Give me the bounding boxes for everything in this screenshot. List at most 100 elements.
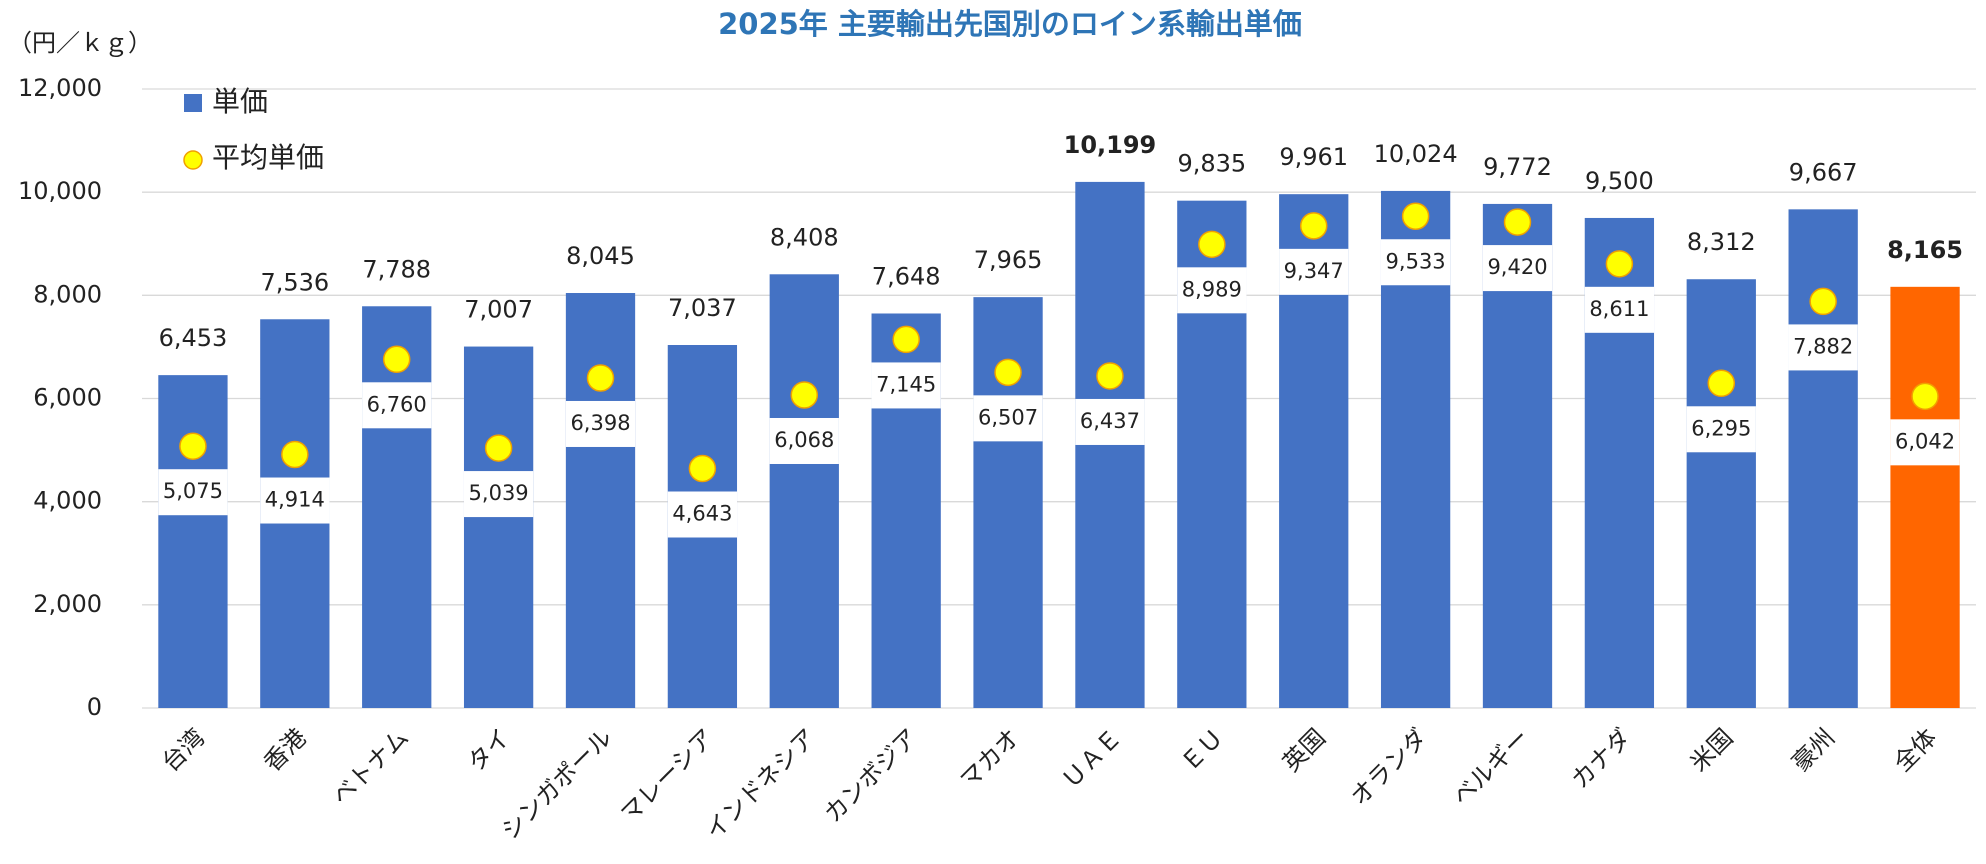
label-box (1177, 267, 1247, 314)
y-tick-label: 4,000 (33, 487, 102, 515)
x-tick-label: カンボジア (819, 723, 924, 828)
x-tick-label: ＵＡＥ (1056, 723, 1127, 794)
value-label: 8,408 (770, 223, 839, 251)
x-tick-label: シンガポール (496, 723, 618, 845)
value-label: 10,199 (1064, 131, 1157, 159)
x-tick-label: オランダ (1345, 723, 1433, 811)
label-box (158, 469, 228, 516)
label-box (565, 400, 636, 447)
label-box (769, 417, 839, 464)
value-label: 8,045 (566, 242, 635, 270)
avg-dot (688, 454, 717, 483)
x-tick-label: ベトナム (327, 723, 414, 810)
label-box (1686, 406, 1756, 453)
bar (1686, 279, 1756, 708)
value-label: 10,024 (1374, 140, 1458, 168)
label-box (667, 491, 738, 538)
x-tick-label: ベルギー (1447, 723, 1535, 811)
label-box (1890, 419, 1960, 466)
x-tick-label: 香港 (258, 723, 312, 777)
x-tick-label: マカオ (955, 723, 1026, 794)
bar (565, 293, 636, 708)
y-axis-label: （円／ｋｇ） (8, 29, 152, 57)
avg-value-label: 7,145 (876, 372, 936, 396)
avg-value-label: 4,914 (265, 488, 325, 512)
value-label: 7,007 (464, 296, 533, 324)
value-label: 9,772 (1483, 153, 1552, 181)
y-tick-label: 10,000 (18, 177, 102, 205)
x-tick-label: 米国 (1685, 723, 1739, 777)
x-tick-label: 豪州 (1787, 723, 1841, 777)
avg-dot (281, 440, 309, 469)
avg-value-label: 6,398 (570, 411, 630, 435)
avg-value-label: 6,042 (1895, 429, 1955, 453)
bar (1788, 209, 1858, 708)
bar (463, 346, 534, 708)
avg-dot (1503, 208, 1532, 236)
avg-dot (994, 358, 1022, 387)
bar (362, 306, 432, 708)
label-box (1788, 324, 1858, 371)
value-label: 8,312 (1687, 228, 1756, 256)
value-label: 9,667 (1789, 158, 1858, 186)
x-tick-label: 台湾 (156, 723, 210, 777)
avg-dot (790, 381, 819, 409)
x-tick-label: 全体 (1889, 723, 1943, 777)
avg-value-label: 9,347 (1284, 259, 1344, 283)
avg-value-label: 8,611 (1589, 297, 1649, 321)
value-label: 7,965 (974, 246, 1043, 274)
value-label: 8,165 (1887, 236, 1963, 264)
avg-dot (1096, 362, 1124, 390)
x-tick-label: 英国 (1277, 723, 1331, 777)
x-tick-label: カナダ (1566, 723, 1637, 794)
legend-label: 平均単価 (212, 141, 324, 174)
chart-title: 2025年 主要輸出先国別のロイン系輸出単価 (718, 7, 1302, 41)
value-label: 9,500 (1585, 167, 1654, 195)
label-box (871, 362, 941, 409)
avg-value-label: 9,420 (1487, 255, 1547, 279)
x-tick-label: マレーシア (615, 723, 719, 827)
label-box (973, 395, 1043, 442)
y-tick-label: 6,000 (33, 384, 102, 412)
label-box (463, 471, 534, 518)
value-label: 7,536 (260, 268, 329, 296)
legend-swatch (184, 94, 202, 112)
avg-dot (1401, 202, 1430, 231)
avg-dot (1707, 369, 1736, 398)
avg-value-label: 6,068 (774, 428, 834, 452)
y-tick-label: 8,000 (33, 280, 102, 308)
bar (769, 274, 839, 708)
y-tick-label: 2,000 (33, 590, 102, 618)
avg-dot (892, 325, 920, 354)
avg-value-label: 5,039 (469, 481, 529, 505)
y-tick-label: 0 (87, 693, 102, 721)
label-box (362, 382, 432, 429)
value-label: 9,835 (1177, 150, 1246, 178)
avg-value-label: 6,507 (978, 405, 1038, 429)
avg-value-label: 5,075 (163, 479, 223, 503)
label-box (260, 477, 330, 524)
label-box (1279, 248, 1349, 295)
avg-dot (1911, 382, 1939, 411)
x-tick-label: ＥＵ (1175, 723, 1229, 777)
avg-dot (1198, 230, 1226, 259)
y-tick-label: 12,000 (18, 74, 102, 102)
value-label: 9,961 (1279, 143, 1348, 171)
avg-dot (1605, 250, 1634, 278)
x-tick-label: インドネシア (700, 723, 822, 845)
bar (1890, 286, 1960, 708)
x-tick-label: タイ (462, 723, 516, 777)
avg-value-label: 6,760 (367, 392, 427, 416)
avg-value-label: 6,437 (1080, 409, 1140, 433)
label-box (1584, 286, 1655, 333)
value-label: 7,037 (668, 294, 737, 322)
label-box (1380, 239, 1451, 286)
value-label: 7,648 (872, 262, 941, 290)
value-label: 7,788 (362, 255, 431, 283)
value-label: 6,453 (159, 324, 228, 352)
legend-swatch (183, 150, 203, 170)
avg-dot (586, 364, 615, 392)
avg-value-label: 8,989 (1182, 277, 1242, 301)
bar (158, 375, 228, 708)
